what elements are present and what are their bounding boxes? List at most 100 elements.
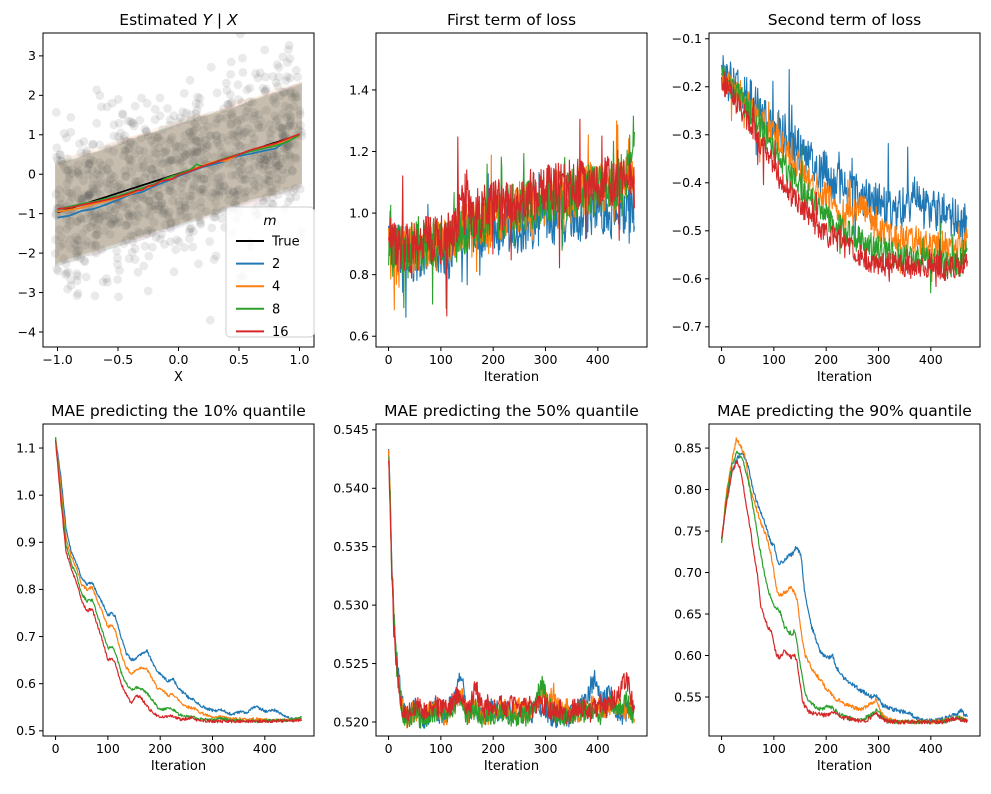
- x-tick-label: 400: [919, 352, 943, 367]
- subplot-title: Second term of loss: [768, 11, 922, 29]
- y-tick-label: −0.6: [672, 271, 702, 286]
- y-tick-label: 1.1: [16, 440, 36, 455]
- scatter-points: [51, 33, 307, 325]
- y-tick-label: 0.70: [674, 565, 702, 580]
- x-tick-label: 0.0: [169, 352, 189, 367]
- x-tick-label: 300: [867, 741, 891, 756]
- y-tick-label: 0.7: [16, 629, 36, 644]
- y-tick-label: 0.530: [333, 597, 369, 612]
- y-tick-label: 0.520: [333, 714, 369, 729]
- plot-area: [388, 448, 635, 729]
- x-tick-label: 400: [919, 741, 943, 756]
- y-tick-label: 1.0: [349, 205, 369, 220]
- y-tick-label: −1: [18, 206, 36, 221]
- legend-label-16: 16: [272, 325, 289, 340]
- plot-area: [388, 115, 635, 318]
- axes-frame: [42, 423, 315, 737]
- y-tick-label: 3: [28, 48, 36, 63]
- legend-label-4: 4: [272, 280, 280, 295]
- y-tick-label: 0.8: [349, 267, 369, 282]
- y-tick-label: −3: [18, 285, 36, 300]
- axes-frame: [375, 423, 648, 737]
- y-tick-label: 0.75: [674, 523, 702, 538]
- legend: m True 2 4 8 16: [225, 206, 315, 340]
- x-tick-label: 100: [429, 352, 453, 367]
- y-tick-label: −0.7: [672, 319, 702, 334]
- plot-area: [55, 437, 302, 724]
- y-tick-label: 0.540: [333, 481, 369, 496]
- series-line-2: [721, 451, 968, 723]
- y-tick-label: −0.4: [672, 175, 702, 190]
- series-line-8: [388, 456, 635, 729]
- y-tick-label: −2: [18, 245, 36, 260]
- series-line-16: [721, 71, 968, 288]
- series-line-8: [55, 437, 302, 723]
- x-tick-label: −1.0: [42, 352, 72, 367]
- series-line-16: [55, 439, 302, 724]
- subplot-estimated-y-given-x: −1.0 −0.5 0.0 0.5 1.0 3 2 1 0 −1 −2 −3 −4 Estimated Y…: [18, 11, 315, 385]
- subplot-mae-10-quantile: 0 100 200 300 400 0.5 0.6 0.7 0.8 0.9 1.0 1.1 MAE pr…: [16, 402, 315, 774]
- y-tick-label: 0.85: [674, 440, 702, 455]
- x-tick-label: 300: [867, 352, 891, 367]
- x-tick-label: 200: [481, 352, 505, 367]
- x-tick-label: 0: [385, 741, 393, 756]
- y-tick-label: 1.0: [16, 487, 36, 502]
- y-tick-label: 0.6: [349, 329, 369, 344]
- y-tick-label: 0.60: [674, 648, 702, 663]
- x-tick-label: 300: [201, 741, 225, 756]
- x-tick-label: 400: [586, 352, 610, 367]
- subplot-first-term-of-loss: 0 100 200 300 400 0.6 0.8 1.0 1.2 1.4 First term o…: [349, 11, 648, 385]
- series-line-16: [388, 118, 635, 317]
- y-tick-label: 0.5: [16, 723, 36, 738]
- y-tick-label: 0.6: [16, 676, 36, 691]
- x-tick-label: 100: [96, 741, 120, 756]
- x-tick-label: 200: [814, 741, 838, 756]
- subplot-title: Estimated Y | X: [119, 11, 238, 29]
- x-tick-label: 0: [718, 352, 726, 367]
- axes-frame: [708, 32, 981, 348]
- x-tick-label: 0: [385, 352, 393, 367]
- series-line-8: [721, 64, 968, 294]
- x-tick-label: 300: [534, 352, 558, 367]
- y-tick-label: −4: [18, 324, 36, 339]
- x-tick-label: 200: [148, 741, 172, 756]
- series-line-16: [388, 460, 635, 725]
- x-tick-label: 300: [534, 741, 558, 756]
- y-tick-label: 1.2: [349, 144, 369, 159]
- legend-box: [225, 206, 315, 338]
- series-line-2: [55, 437, 302, 721]
- subplot-title: MAE predicting the 10% quantile: [51, 402, 306, 420]
- x-tick-label: 200: [814, 352, 838, 367]
- legend-title: m: [263, 213, 276, 229]
- legend-label-2: 2: [272, 257, 280, 272]
- series-line-2: [388, 448, 635, 729]
- x-axis-label: X: [174, 370, 183, 385]
- subplot-title: MAE predicting the 90% quantile: [717, 402, 972, 420]
- x-tick-label: 100: [762, 741, 786, 756]
- y-tick-label: 0.80: [674, 482, 702, 497]
- legend-label-True: True: [271, 235, 300, 250]
- y-tick-label: −0.3: [672, 127, 702, 142]
- y-tick-label: 1.4: [349, 82, 369, 97]
- x-axis-label: Iteration: [151, 759, 206, 774]
- x-tick-label: 0.5: [229, 352, 249, 367]
- x-axis-label: Iteration: [484, 759, 539, 774]
- subplot-mae-50-quantile: 0 100 200 300 400 0.520 0.525 0.530 0.535 0.540 0.…: [333, 402, 648, 774]
- series-line-16: [57, 133, 300, 210]
- y-tick-label: 0: [28, 167, 36, 182]
- y-tick-label: −0.2: [672, 79, 702, 94]
- y-tick-label: 0.55: [674, 689, 702, 704]
- y-tick-label: −0.1: [672, 31, 702, 46]
- x-tick-label: 0: [718, 741, 726, 756]
- y-tick-label: −0.5: [672, 223, 702, 238]
- x-tick-label: −0.5: [103, 352, 133, 367]
- series-line-16: [721, 460, 968, 725]
- series-line-4: [55, 438, 302, 723]
- axes-frame: [708, 423, 981, 737]
- subplot-mae-90-quantile: 0 100 200 300 400 0.55 0.60 0.65 0.70 0.75 0.80 0.8…: [674, 402, 981, 774]
- series-line-8: [57, 134, 300, 211]
- x-axis-label: Iteration: [817, 370, 872, 385]
- y-tick-label: 0.545: [333, 422, 369, 437]
